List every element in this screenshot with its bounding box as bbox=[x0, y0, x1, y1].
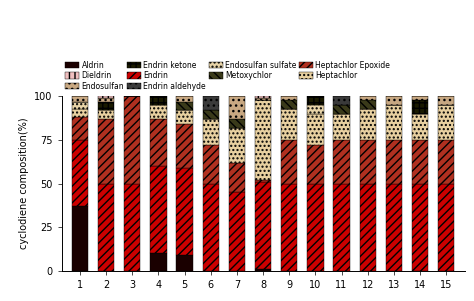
Bar bbox=[176, 110, 193, 124]
Bar bbox=[255, 98, 271, 100]
Bar bbox=[229, 128, 245, 163]
Bar bbox=[72, 140, 88, 206]
Bar bbox=[333, 96, 350, 105]
Bar bbox=[333, 184, 350, 271]
Bar bbox=[229, 96, 245, 119]
Bar bbox=[176, 96, 193, 101]
Bar bbox=[255, 96, 271, 98]
Bar bbox=[98, 96, 114, 98]
Bar bbox=[202, 119, 219, 145]
Bar bbox=[124, 96, 140, 184]
Bar bbox=[255, 100, 271, 180]
Bar bbox=[360, 140, 376, 184]
Bar bbox=[72, 206, 88, 271]
Bar bbox=[386, 105, 402, 140]
Bar bbox=[386, 184, 402, 271]
Bar bbox=[72, 117, 88, 140]
Bar bbox=[98, 101, 114, 110]
Bar bbox=[150, 253, 166, 271]
Bar bbox=[150, 96, 166, 105]
Bar bbox=[333, 140, 350, 184]
Bar bbox=[229, 163, 245, 192]
Bar bbox=[307, 184, 323, 271]
Bar bbox=[281, 184, 297, 271]
Bar bbox=[202, 96, 219, 110]
Bar bbox=[229, 192, 245, 271]
Bar bbox=[124, 184, 140, 271]
Bar bbox=[281, 140, 297, 184]
Bar bbox=[176, 101, 193, 110]
Bar bbox=[202, 110, 219, 119]
Bar bbox=[202, 145, 219, 184]
Bar bbox=[98, 98, 114, 101]
Bar bbox=[386, 96, 402, 105]
Bar bbox=[150, 119, 166, 166]
Bar bbox=[176, 124, 193, 168]
Bar bbox=[412, 184, 428, 271]
Bar bbox=[72, 96, 88, 101]
Bar bbox=[333, 114, 350, 140]
Bar bbox=[281, 100, 297, 109]
Bar bbox=[386, 140, 402, 184]
Bar bbox=[150, 105, 166, 119]
Bar bbox=[360, 100, 376, 109]
Bar bbox=[360, 109, 376, 140]
Bar bbox=[72, 101, 88, 109]
Bar bbox=[307, 105, 323, 114]
Bar bbox=[98, 110, 114, 119]
Bar bbox=[360, 184, 376, 271]
Bar bbox=[307, 114, 323, 145]
Bar bbox=[281, 96, 297, 100]
Bar bbox=[333, 105, 350, 114]
Bar bbox=[229, 119, 245, 128]
Legend: Aldrin, Dieldrin, Endosulfan, Endrin ketone, Endrin, Endrin aldehyde, Endosulfan: Aldrin, Dieldrin, Endosulfan, Endrin ket… bbox=[65, 61, 390, 91]
Bar bbox=[412, 140, 428, 184]
Bar bbox=[438, 105, 454, 140]
Bar bbox=[360, 96, 376, 100]
Bar bbox=[176, 255, 193, 271]
Bar bbox=[255, 182, 271, 269]
Bar bbox=[438, 96, 454, 105]
Bar bbox=[307, 145, 323, 184]
Bar bbox=[150, 166, 166, 253]
Bar bbox=[255, 269, 271, 271]
Bar bbox=[412, 96, 428, 100]
Bar bbox=[98, 119, 114, 184]
Bar bbox=[438, 140, 454, 184]
Bar bbox=[412, 114, 428, 140]
Bar bbox=[281, 109, 297, 140]
Bar bbox=[307, 96, 323, 105]
Bar bbox=[255, 180, 271, 182]
Bar bbox=[438, 184, 454, 271]
Y-axis label: cyclodiene composition(%): cyclodiene composition(%) bbox=[18, 118, 28, 250]
Bar bbox=[176, 168, 193, 255]
Bar bbox=[72, 109, 88, 117]
Bar bbox=[98, 184, 114, 271]
Bar bbox=[412, 100, 428, 114]
Bar bbox=[202, 184, 219, 271]
